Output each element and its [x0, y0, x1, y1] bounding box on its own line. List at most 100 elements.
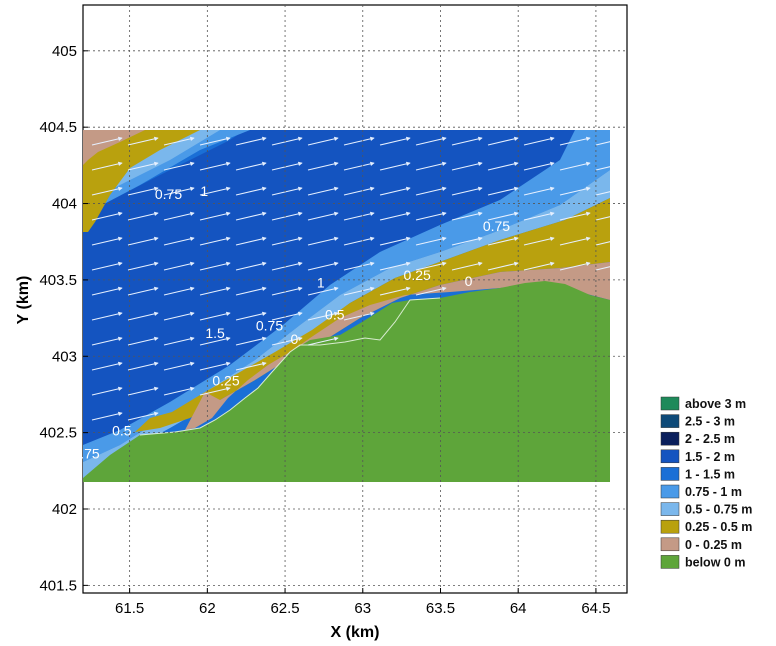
legend-swatch: [660, 502, 680, 516]
current-arrow: [595, 266, 610, 271]
current-arrow: [127, 211, 159, 221]
contour-label: 0.25: [212, 372, 239, 388]
y-tick-label: 403.5: [39, 272, 77, 289]
current-arrow: [91, 136, 123, 146]
y-tick-label: 404.5: [39, 119, 77, 136]
current-arrow: [235, 186, 267, 196]
current-arrow: [523, 236, 555, 246]
contour-label: 0.75: [483, 218, 510, 234]
current-arrow: [163, 261, 195, 271]
current-arrow: [487, 161, 519, 171]
contour-label: 0.75: [72, 446, 99, 462]
current-arrow: [307, 261, 339, 271]
current-arrow: [343, 186, 375, 196]
current-arrow: [415, 136, 447, 146]
current-arrow: [379, 161, 411, 171]
y-axis: 401.5 402 402.5 403 403.5 404 404.5 405: [39, 43, 88, 594]
contour-label: 0.5: [112, 423, 132, 439]
current-arrow: [127, 336, 159, 346]
legend-label: 1.5 - 2 m: [685, 450, 735, 464]
current-arrow: [379, 186, 411, 196]
region-0.25-0.5m-shore: [135, 198, 610, 432]
contour-label: 0: [290, 331, 298, 347]
legend-swatch: [660, 449, 680, 464]
current-arrow: [163, 311, 195, 321]
current-arrow: [559, 261, 591, 271]
legend-label: 2 - 2.5 m: [685, 432, 735, 446]
current-arrow: [91, 336, 123, 346]
current-arrow: [163, 236, 195, 246]
current-arrow: [163, 136, 195, 146]
current-arrow: [199, 186, 231, 196]
current-arrow: [595, 166, 610, 171]
current-arrow: [127, 386, 159, 396]
current-arrow: [199, 236, 231, 246]
current-arrow: [415, 186, 447, 196]
region-below-0m: [83, 281, 610, 482]
legend-swatch: [660, 467, 680, 481]
current-arrow: [235, 236, 267, 246]
y-tick-label: 405: [52, 43, 77, 60]
current-arrow: [307, 236, 339, 246]
contour-label: 1: [200, 183, 208, 199]
current-arrow: [487, 236, 519, 246]
current-arrow: [559, 186, 591, 196]
current-arrow: [91, 161, 123, 171]
current-arrow: [523, 261, 555, 271]
current-arrow: [127, 186, 159, 196]
current-arrow: [163, 336, 195, 346]
current-arrow: [307, 186, 339, 196]
x-tick-label: 63.5: [426, 600, 455, 617]
current-arrow: [307, 311, 339, 321]
region-0-0.25m-nw: [83, 130, 145, 165]
x-tick-label: 61.5: [115, 600, 144, 617]
current-arrow: [595, 191, 610, 196]
current-arrow: [451, 136, 483, 146]
current-arrow: [595, 141, 610, 146]
current-arrow: [127, 361, 159, 371]
current-arrow: [451, 211, 483, 221]
legend-swatch: [660, 414, 680, 428]
current-arrow: [199, 311, 231, 321]
current-arrow: [235, 286, 267, 296]
current-arrow: [415, 286, 447, 296]
legend: above 3 m 2.5 - 3 m 2 - 2.5 m 1.5 - 2 m 1 - …: [660, 396, 752, 569]
current-arrow: [271, 236, 303, 246]
current-arrow: [127, 236, 159, 246]
current-arrow: [343, 211, 375, 221]
x-tick-label: 64: [510, 600, 527, 617]
current-arrow: [127, 136, 159, 146]
legend-swatch: [660, 519, 680, 534]
current-arrow: [91, 186, 123, 196]
current-arrow: [271, 336, 303, 346]
legend-swatch: [660, 431, 680, 446]
current-arrow: [487, 211, 519, 221]
x-tick-label: 63: [354, 600, 371, 617]
x-tick-label: 62.5: [270, 600, 299, 617]
x-axis: 61.5 62 62.5 63 63.5 64 64.5: [115, 588, 611, 617]
current-arrow: [451, 261, 483, 271]
current-arrow: [91, 411, 123, 421]
current-arrow: [415, 261, 447, 271]
current-arrow: [343, 311, 375, 321]
current-arrow: [379, 211, 411, 221]
legend-label: below 0 m: [685, 555, 745, 569]
legend-label: above 3 m: [685, 397, 746, 411]
contour-label: 0.75: [256, 317, 283, 333]
current-arrow: [379, 236, 411, 246]
current-arrow: [235, 161, 267, 171]
grid: [83, 5, 627, 593]
current-arrow: [271, 186, 303, 196]
current-arrow: [487, 261, 519, 271]
current-arrow: [163, 161, 195, 171]
current-arrow: [127, 311, 159, 321]
current-arrow: [523, 186, 555, 196]
current-arrow: [307, 161, 339, 171]
current-arrow: [487, 186, 519, 196]
x-axis-label: X (km): [331, 624, 380, 641]
current-arrow: [91, 361, 123, 371]
current-arrow: [235, 361, 267, 371]
current-arrow: [343, 261, 375, 271]
current-arrow: [559, 161, 591, 171]
current-arrow: [271, 211, 303, 221]
